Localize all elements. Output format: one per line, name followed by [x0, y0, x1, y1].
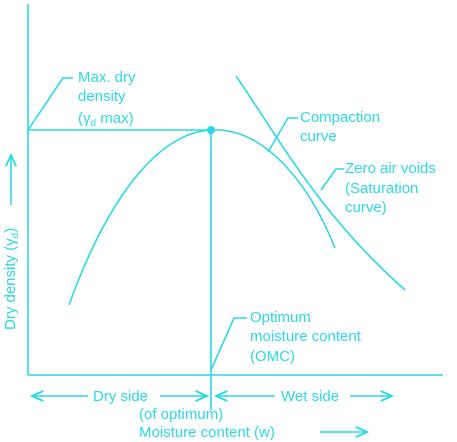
omc-label-1: Optimum: [250, 309, 311, 326]
zero-air-voids-curve: [235, 75, 406, 291]
max-density-label-2: density: [78, 88, 126, 105]
compaction-label-2: curve: [300, 128, 337, 145]
compaction-curve: [68, 129, 336, 306]
wet-side-label: Wet side: [281, 388, 339, 405]
max-density-leader: [27, 77, 73, 131]
zero-air-label-2: (Saturation: [345, 180, 418, 197]
compaction-leader: [267, 117, 298, 153]
zero-air-label-1: Zero air voids: [345, 160, 436, 177]
omc-leader: [210, 317, 247, 371]
x-axis-label: Moisture content (w): [139, 424, 275, 441]
zero-air-leader: [320, 168, 344, 191]
omc-label-3: (OMC): [250, 348, 295, 365]
max-density-label-3: (γd max): [78, 110, 134, 129]
y-axis-label: Dry density (γd): [2, 228, 21, 330]
peak-point: [207, 126, 215, 134]
omc-label-2: moisture content: [250, 328, 362, 345]
zero-air-label-3: curve): [345, 199, 387, 216]
max-density-label-1: Max. dry: [78, 69, 136, 86]
dry-side-label: Dry side: [93, 388, 148, 405]
of-optimum-label: (of optimum): [139, 406, 223, 423]
compaction-label-1: Compaction: [300, 109, 380, 126]
